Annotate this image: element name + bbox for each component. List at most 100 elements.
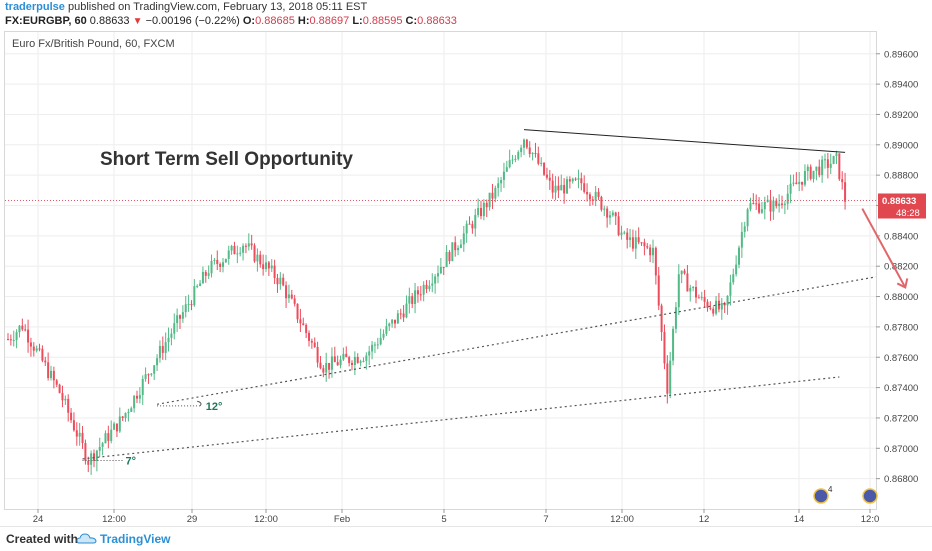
candle-body [789, 183, 792, 194]
candle-body [391, 319, 394, 324]
candle-body [465, 223, 468, 234]
candle-body [156, 358, 159, 366]
candle-body [694, 286, 698, 298]
candle-body [537, 153, 540, 164]
angle-arc-upper [197, 400, 202, 407]
candle-body [27, 329, 30, 343]
y-tick-label: 0.89000 [884, 140, 918, 151]
candle-body [451, 242, 454, 262]
calendar-event-icon-2[interactable] [862, 488, 878, 504]
candle-body [611, 212, 614, 216]
candle-body [425, 284, 428, 290]
candle-body [32, 346, 35, 351]
sell-arrow-shaft [861, 208, 907, 288]
candle-body [115, 423, 118, 432]
candle-body [442, 266, 445, 268]
candle-body [772, 200, 775, 212]
candle-body [336, 362, 339, 366]
candle-body [201, 271, 204, 284]
price-chart[interactable]: 0.89600 0.89400 0.89200 0.89000 0.88800 0.886… [4, 31, 928, 525]
published-text: published on TradingView.com, February 1… [67, 1, 368, 13]
candle-body [49, 370, 53, 378]
candle-body [758, 203, 761, 213]
candle-body [629, 237, 632, 240]
candle-body [176, 315, 179, 324]
candle-body [101, 443, 104, 447]
y-tick-label: 0.89400 [884, 80, 918, 91]
candle-body [242, 245, 245, 253]
candle-body [500, 179, 503, 184]
candle-body [666, 363, 669, 394]
candle-body [153, 365, 156, 374]
candle-body [606, 208, 609, 218]
sell-arrow-head [896, 278, 909, 289]
candle-body [92, 453, 96, 461]
candle-body [299, 319, 302, 324]
candle-body [6, 339, 10, 341]
candle-body [786, 193, 789, 204]
candle-body [173, 323, 176, 334]
candle-body [551, 180, 554, 193]
candle-body [29, 342, 32, 347]
candle-body [752, 203, 755, 205]
candle-body [726, 295, 729, 306]
candle-body [287, 294, 290, 299]
candle-body [669, 360, 672, 394]
candle-body [72, 420, 75, 431]
candle-body [253, 245, 256, 262]
candle-body [239, 252, 242, 254]
candle-body [812, 170, 815, 179]
y-tick-label: 0.88400 [884, 231, 918, 242]
candle-body [692, 286, 695, 288]
chart-header: traderpulse published on TradingView.com… [0, 0, 932, 30]
candle-body [90, 453, 93, 465]
candle-body [230, 245, 233, 251]
author-link[interactable]: traderpulse [5, 1, 65, 13]
candle-body [829, 163, 832, 168]
candle-body [686, 273, 689, 292]
y-tick-label: 0.87400 [884, 383, 918, 394]
candle-body [78, 432, 81, 437]
candle-body [138, 395, 141, 399]
chart-frame[interactable]: 0.89600 0.89400 0.89200 0.89000 0.88800 0.886… [4, 31, 928, 525]
candle-body [525, 139, 528, 148]
candle-body [689, 287, 692, 292]
candle-body [680, 270, 683, 275]
candle-body [348, 357, 351, 363]
candle-body [350, 362, 354, 365]
candle-body [775, 200, 778, 207]
candle-body [712, 308, 715, 314]
candle-body [600, 196, 603, 210]
last-price-label: 0.88633 [882, 196, 916, 207]
candle-body [210, 260, 213, 274]
candle-body [244, 245, 247, 247]
candle-body [35, 348, 38, 351]
calendar-event-icon[interactable] [813, 488, 829, 504]
candle-body [12, 339, 15, 341]
candle-body [485, 202, 488, 208]
candle-body [660, 305, 663, 332]
y-tick-label: 0.87200 [884, 413, 918, 424]
candle-body [118, 416, 121, 432]
candle-body [270, 265, 273, 269]
candle-body [491, 192, 494, 199]
candle-body [133, 395, 136, 409]
candle-body [560, 184, 563, 191]
publish-line: traderpulse published on TradingView.com… [5, 1, 367, 13]
candle-body [448, 252, 451, 262]
candle-body [345, 353, 348, 358]
candle-body [697, 297, 700, 299]
candle-body [729, 282, 732, 296]
candle-body [293, 298, 296, 304]
candle-body [540, 162, 543, 164]
candle-body [809, 166, 812, 179]
candle-body [588, 194, 591, 200]
tradingview-brand-link[interactable]: TradingView [100, 532, 171, 546]
candle-body [760, 209, 763, 213]
x-tick-label: 12:00 [102, 514, 126, 525]
candle-body [706, 301, 709, 308]
countdown-label: 48:28 [896, 208, 920, 219]
candle-body [250, 243, 253, 246]
candle-body [58, 384, 61, 393]
candle-body [302, 323, 305, 325]
